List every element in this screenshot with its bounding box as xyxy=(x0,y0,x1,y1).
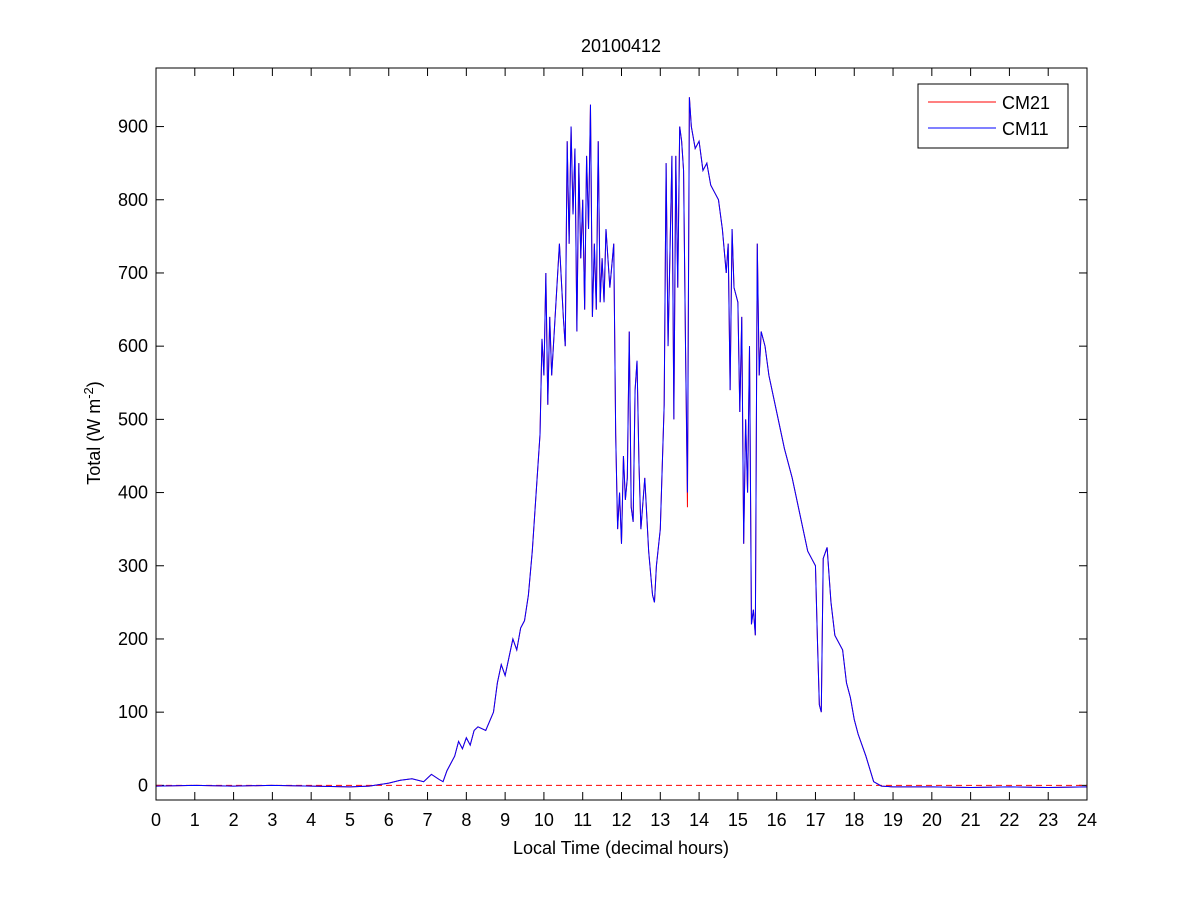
y-axis-label: Total (W m-2) xyxy=(81,381,105,485)
x-tick-label: 11 xyxy=(573,810,592,830)
x-tick-label: 8 xyxy=(461,810,471,830)
x-tick-label: 10 xyxy=(534,810,554,830)
x-tick-label: 16 xyxy=(767,810,787,830)
x-tick-label: 0 xyxy=(151,810,161,830)
x-axis-label: Local Time (decimal hours) xyxy=(513,838,729,858)
x-tick-label: 14 xyxy=(689,810,709,830)
x-tick-label: 12 xyxy=(611,810,631,830)
y-label-suffix: ) xyxy=(84,381,104,387)
y-tick-label: 500 xyxy=(118,409,148,429)
x-tick-label: 2 xyxy=(229,810,239,830)
x-tick-label: 7 xyxy=(423,810,433,830)
y-tick-label: 800 xyxy=(118,190,148,210)
x-tick-label: 21 xyxy=(961,810,981,830)
y-tick-label: 0 xyxy=(138,775,148,795)
y-tick-label: 200 xyxy=(118,629,148,649)
x-tick-label: 6 xyxy=(384,810,394,830)
x-tick-label: 1 xyxy=(190,810,200,830)
legend-label: CM21 xyxy=(1002,93,1050,113)
y-tick-label: 600 xyxy=(118,336,148,356)
legend-box xyxy=(917,83,1069,149)
legend-label: CM11 xyxy=(1002,119,1049,139)
x-tick-label: 13 xyxy=(650,810,670,830)
y-tick-label: 900 xyxy=(118,117,148,137)
y-tick-label: 700 xyxy=(118,263,148,283)
y-tick-label: 300 xyxy=(118,556,148,576)
x-tick-label: 17 xyxy=(805,810,825,830)
x-tick-label: 5 xyxy=(345,810,355,830)
x-tick-label: 3 xyxy=(267,810,277,830)
x-tick-label: 23 xyxy=(1038,810,1058,830)
x-tick-label: 22 xyxy=(999,810,1019,830)
x-tick-label: 4 xyxy=(306,810,316,830)
series-line xyxy=(155,97,1088,789)
plot-frame xyxy=(155,67,1088,801)
x-tick-label: 19 xyxy=(883,810,903,830)
y-tick-label: 100 xyxy=(118,702,148,722)
x-tick-label: 15 xyxy=(728,810,748,830)
y-label-sup: -2 xyxy=(81,387,96,399)
x-tick-label: 24 xyxy=(1077,810,1097,830)
chart-title: 20100412 xyxy=(581,36,661,56)
x-tick-label: 18 xyxy=(844,810,864,830)
x-tick-label: 20 xyxy=(922,810,942,830)
y-tick-label: 400 xyxy=(118,483,148,503)
x-tick-label: 9 xyxy=(500,810,510,830)
y-label-text: Total (W m xyxy=(84,399,104,485)
